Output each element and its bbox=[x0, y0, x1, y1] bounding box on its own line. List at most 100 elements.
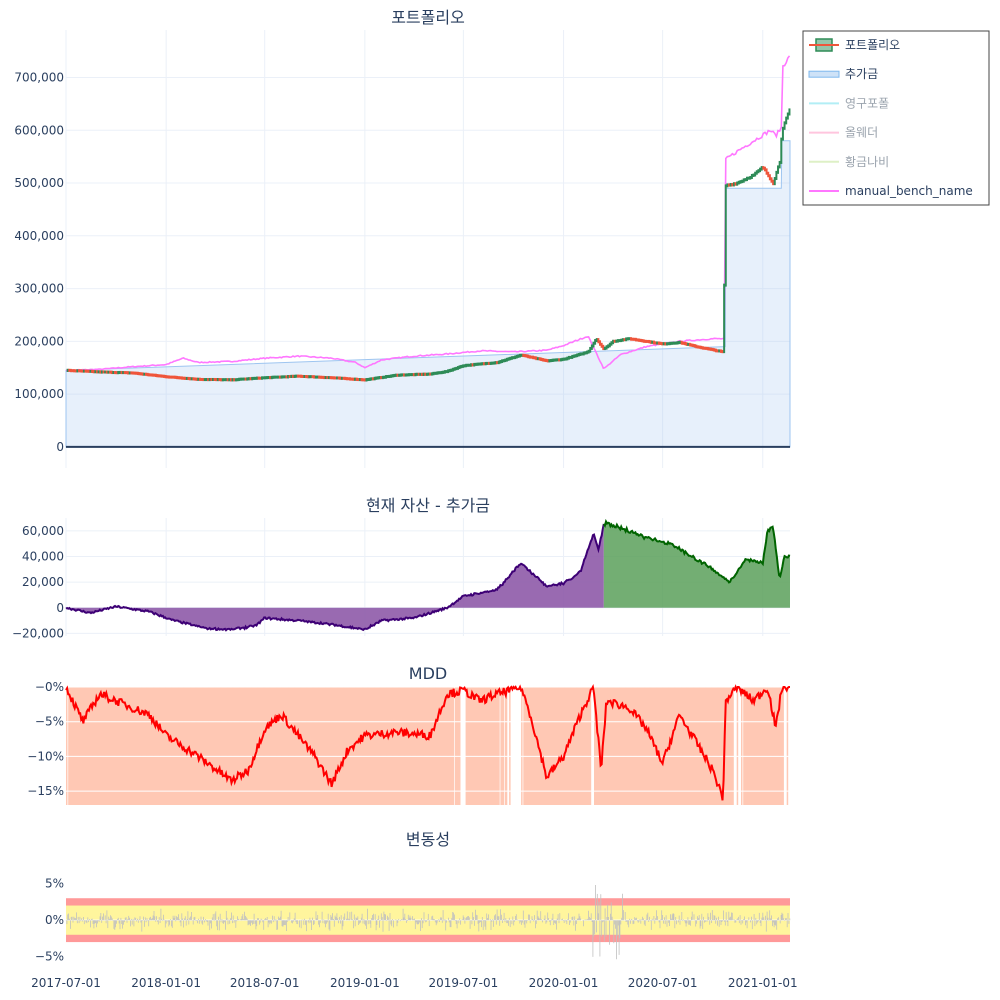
mdd-drawdown-band bbox=[435, 687, 437, 805]
mdd-drawdown-band bbox=[693, 687, 695, 805]
mdd-drawdown-band bbox=[756, 687, 758, 805]
mdd-drawdown-band bbox=[674, 687, 677, 805]
mdd-drawdown-band bbox=[701, 687, 704, 805]
mdd-drawdown-band bbox=[404, 687, 407, 805]
x-tick-label: 2017-07-01 bbox=[31, 976, 101, 990]
mdd-drawdown-band bbox=[560, 687, 562, 805]
volatility-y-ticks: −5% 0% 5% bbox=[35, 877, 64, 964]
legend-label: 올웨더 bbox=[845, 126, 878, 140]
mdd-drawdown-band bbox=[226, 687, 228, 805]
mdd-drawdown-band bbox=[393, 687, 396, 805]
mdd-drawdown-band bbox=[745, 687, 747, 805]
portfolio-series bbox=[65, 55, 791, 448]
legend-item[interactable]: manual_bench_name bbox=[809, 184, 973, 198]
mdd-drawdown-band bbox=[217, 687, 219, 805]
mdd-drawdown-band bbox=[690, 687, 693, 805]
mdd-drawdown-band bbox=[647, 687, 649, 805]
mdd-drawdown-band bbox=[478, 687, 481, 805]
mdd-drawdown-band bbox=[762, 687, 765, 805]
legend-item[interactable]: 추가금 bbox=[808, 67, 878, 81]
mdd-drawdown-band bbox=[589, 687, 592, 805]
portfolio-y-tick-label: 600,000 bbox=[14, 123, 64, 137]
mdd-drawdown-band bbox=[397, 687, 399, 805]
mdd-drawdown-band bbox=[233, 687, 236, 805]
mdd-drawdown-band bbox=[222, 687, 225, 805]
mdd-drawdown-band bbox=[73, 687, 76, 805]
mdd-drawdown-band bbox=[295, 687, 298, 805]
x-tick-label: 2019-07-01 bbox=[429, 976, 499, 990]
mdd-drawdown-band bbox=[684, 687, 686, 805]
mdd-drawdown-band bbox=[251, 687, 253, 805]
mdd-drawdown-band bbox=[414, 687, 416, 805]
mdd-drawdown-band bbox=[201, 687, 203, 805]
mdd-drawdown-band bbox=[263, 687, 265, 805]
mdd-drawdown-band bbox=[169, 687, 171, 805]
mdd-drawdown-band bbox=[243, 687, 245, 805]
mdd-drawdown-band bbox=[301, 687, 303, 805]
legend-item[interactable]: 포트폴리오 bbox=[809, 38, 900, 52]
mdd-drawdown-band bbox=[220, 687, 223, 805]
legend-item[interactable]: 황금나비 bbox=[809, 155, 889, 169]
mdd-drawdown-band bbox=[206, 687, 208, 805]
mdd-drawdown-band bbox=[362, 687, 364, 805]
profit-y-tick-label: 20,000 bbox=[22, 575, 64, 589]
mdd-drawdown-band bbox=[176, 687, 178, 805]
mdd-drawdown-band bbox=[447, 687, 449, 805]
mdd-drawdown-band bbox=[552, 687, 555, 805]
mdd-drawdown-band bbox=[554, 687, 557, 805]
profit-y-ticks: −20,000 0 20,000 40,000 60,000 bbox=[12, 524, 64, 641]
mdd-drawdown-band bbox=[549, 687, 551, 805]
mdd-drawdown-band bbox=[557, 687, 559, 805]
mdd-drawdown-band bbox=[254, 687, 256, 805]
mdd-drawdown-band bbox=[702, 687, 705, 805]
mdd-drawdown-band bbox=[273, 687, 276, 805]
mdd-drawdown-band bbox=[378, 687, 380, 805]
mdd-drawdown-band bbox=[349, 687, 351, 805]
mdd-drawdown-band bbox=[469, 687, 472, 805]
mdd-drawdown-band bbox=[496, 687, 498, 805]
mdd-drawdown-band bbox=[695, 687, 697, 805]
mdd-drawdown-band bbox=[219, 687, 221, 805]
mdd-drawdown-band bbox=[530, 687, 533, 805]
mdd-drawdown-band bbox=[192, 687, 194, 805]
mdd-y-tick-label: −0% bbox=[35, 680, 64, 694]
mdd-drawdown-band bbox=[85, 687, 88, 805]
legend-label: 포트폴리오 bbox=[845, 38, 900, 52]
mdd-drawdown-band bbox=[207, 687, 209, 805]
mdd-drawdown-band bbox=[106, 687, 108, 805]
legend-item[interactable]: 올웨더 bbox=[809, 126, 878, 140]
mdd-grid bbox=[66, 686, 790, 805]
mdd-drawdown-band bbox=[661, 687, 663, 805]
mdd-drawdown-band bbox=[134, 687, 137, 805]
mdd-drawdown-band bbox=[154, 687, 156, 805]
mdd-drawdown-band bbox=[186, 687, 189, 805]
mdd-y-tick-label: −10% bbox=[27, 749, 64, 763]
mdd-drawdown-band bbox=[600, 687, 603, 805]
mdd-drawdown-band bbox=[532, 687, 534, 805]
mdd-drawdown-band bbox=[763, 687, 766, 805]
portfolio-title: 포트폴리오 bbox=[391, 8, 465, 27]
mdd-drawdown-band bbox=[376, 687, 378, 805]
mdd-drawdown-band bbox=[432, 687, 435, 805]
profit-area-after bbox=[603, 521, 790, 608]
mdd-drawdown-band bbox=[724, 687, 727, 805]
mdd-drawdown-band bbox=[748, 687, 751, 805]
mdd-drawdown-band bbox=[415, 687, 417, 805]
mdd-drawdown-band bbox=[721, 687, 723, 805]
mdd-drawdown-band bbox=[221, 687, 224, 805]
mdd-drawdown-band bbox=[553, 687, 556, 805]
mdd-drawdown-band bbox=[324, 687, 326, 805]
mdd-drawdown-band bbox=[475, 687, 477, 805]
mdd-drawdown-band bbox=[579, 687, 582, 805]
profit-line-after bbox=[602, 518, 791, 584]
mdd-drawdown-band bbox=[128, 687, 130, 805]
mdd-drawdown-band bbox=[780, 687, 782, 805]
mdd-drawdown-band bbox=[608, 687, 610, 805]
mdd-drawdown-band bbox=[437, 687, 439, 805]
mdd-drawdown-band bbox=[616, 687, 619, 805]
mdd-drawdown-band bbox=[422, 687, 424, 805]
mdd-drawdown-band bbox=[429, 687, 432, 805]
mdd-drawdown-band bbox=[704, 687, 706, 805]
legend-item[interactable]: 영구포폴 bbox=[809, 96, 889, 110]
portfolio-y-ticks: 0 100,000 200,000 300,000 400,000 500,000 600,… bbox=[14, 70, 64, 453]
